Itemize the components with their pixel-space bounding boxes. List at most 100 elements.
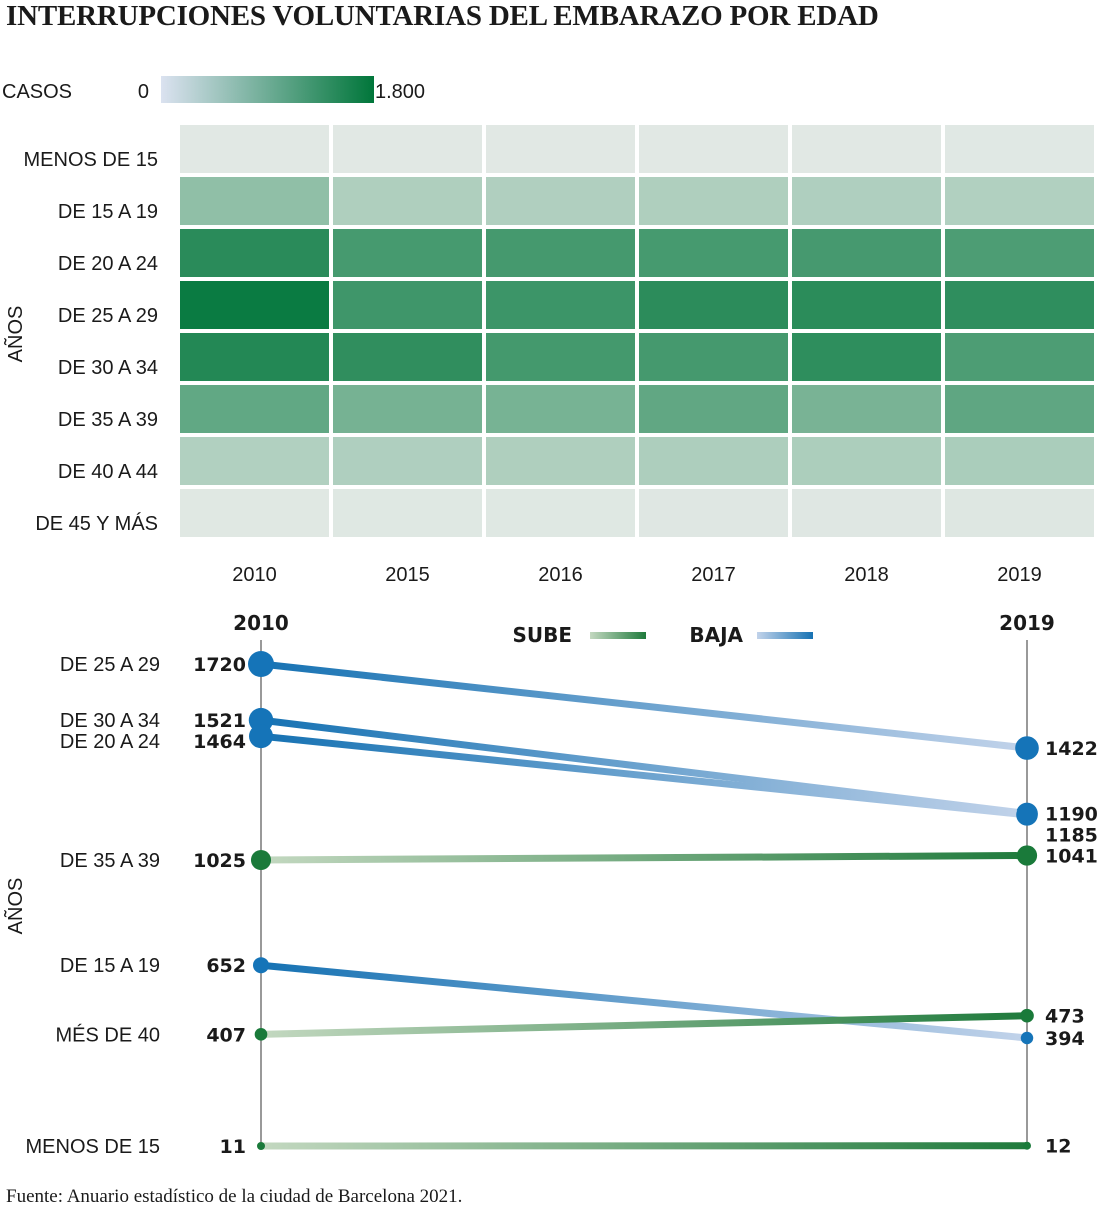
series-name-label: DE 15 A 19	[60, 955, 160, 977]
series-point-2019	[1020, 1008, 1034, 1023]
heatmap-cell: DE 30 A 34 2019: 1190	[945, 333, 1094, 381]
series-point-2010	[248, 651, 274, 677]
series-name-label: DE 30 A 34	[60, 710, 160, 732]
heatmap-cell: DE 30 A 34 2010: 1521	[180, 333, 329, 381]
heatmap-axis-label: AÑOS	[3, 306, 27, 363]
heatmap-cell: DE 35 A 39 2010: 1025	[180, 385, 329, 433]
series-line	[260, 716, 1028, 817]
value-label-2010: 407	[206, 1024, 246, 1046]
heatmap-cell: DE 20 A 24 2010: 1464	[180, 229, 329, 277]
value-label-2019: 1185	[1045, 824, 1098, 846]
series-point-2019	[1023, 1141, 1031, 1150]
series-point-2010	[257, 1142, 265, 1150]
heatmap-year-label: 2019	[997, 564, 1042, 586]
value-label-2010: 1025	[193, 850, 246, 872]
value-label-2019: 1041	[1045, 846, 1098, 868]
heatmap-cell: DE 40 A 44 2015: 405	[333, 437, 482, 485]
heatmap-row-label: DE 15 A 19	[58, 201, 158, 223]
heatmap-cell: DE 35 A 39 2019: 1041	[945, 385, 1094, 433]
heatmap-cell: DE 40 A 44 2017: 420	[639, 437, 788, 485]
value-label-2010: 11	[220, 1136, 246, 1158]
legend-up-label: SUBE	[512, 623, 572, 647]
heatmap-cell: DE 40 A 44 2018: 430	[792, 437, 941, 485]
value-label-2010: 1720	[193, 654, 246, 676]
heatmap-cell: DE 20 A 24 2019: 1185	[945, 229, 1094, 277]
value-label-2019: 12	[1045, 1136, 1071, 1158]
heatmap-cell: DE 35 A 39 2018: 840	[792, 385, 941, 433]
series-point-2010	[249, 724, 273, 749]
heatmap-cell: DE 25 A 29 2015: 1300	[333, 281, 482, 329]
heatmap-cell: MENOS DE 15 2018: 11	[792, 125, 941, 173]
heatmap-cell: DE 15 A 19 2018: 405	[792, 177, 941, 225]
legend-label: CASOS	[2, 81, 72, 103]
series-point-2019	[1020, 1031, 1034, 1045]
series-point-2010	[254, 1027, 268, 1041]
series-point-2010	[250, 849, 272, 871]
heatmap-row-label: DE 35 A 39	[58, 409, 158, 431]
value-label-2010: 652	[206, 955, 246, 977]
heatmap-cell: DE 45 Y MÁS 2019: 28	[945, 489, 1094, 537]
value-label-2019: 1422	[1045, 738, 1098, 760]
series-line	[260, 961, 1028, 1042]
series-name-label: DE 25 A 29	[60, 654, 160, 676]
series-line	[260, 852, 1028, 864]
heatmap-cell: DE 15 A 19 2015: 410	[333, 177, 482, 225]
legend-down-label: BAJA	[689, 623, 743, 647]
value-label-2010: 1521	[193, 710, 246, 732]
heatmap-cell: DE 20 A 24 2018: 1245	[792, 229, 941, 277]
x-label-2019: 2019	[999, 611, 1055, 635]
legend-min-label: 0	[138, 81, 149, 103]
series-name-label: MENOS DE 15	[26, 1136, 160, 1158]
legend-up-swatch	[590, 632, 646, 639]
heatmap-row-label: DE 45 Y MÁS	[35, 512, 158, 535]
series-line	[260, 660, 1028, 752]
heatmap-cell: DE 30 A 34 2015: 1420	[333, 333, 482, 381]
heatmap-cell: MENOS DE 15 2010: 11	[180, 125, 329, 173]
heatmap-cell: DE 40 A 44 2016: 410	[486, 437, 635, 485]
heatmap-row-label: DE 40 A 44	[58, 461, 158, 483]
heatmap-row-label: DE 30 A 34	[58, 357, 158, 379]
series-name-label: DE 35 A 39	[60, 850, 160, 872]
heatmap-year-label: 2018	[844, 564, 889, 586]
heatmap-year-label: 2016	[538, 564, 583, 586]
heatmap-cell: DE 25 A 29 2018: 1460	[792, 281, 941, 329]
heatmap-row-label: DE 20 A 24	[58, 253, 158, 275]
heatmap-cell: DE 35 A 39 2016: 850	[486, 385, 635, 433]
heatmap-cell: DE 45 Y MÁS 2015: 20	[333, 489, 482, 537]
value-label-2019: 473	[1045, 1006, 1085, 1028]
slope-chart: 2010 2019 SUBE BAJA AÑOS DE 25 A 29 1720 1422 DE…	[3, 611, 1098, 1158]
heatmap-year-label: 2015	[385, 564, 430, 586]
x-label-2010: 2010	[233, 611, 289, 635]
heatmap-cell: DE 25 A 29 2016: 1320	[486, 281, 635, 329]
heatmap-year-label: 2010	[232, 564, 277, 586]
heatmap-cell: DE 35 A 39 2015: 860	[333, 385, 482, 433]
heatmap-cell: DE 45 Y MÁS 2018: 25	[792, 489, 941, 537]
series-point-2019	[1016, 845, 1038, 866]
heatmap-cell: DE 15 A 19 2010: 652	[180, 177, 329, 225]
heatmap-year-label: 2017	[691, 564, 736, 586]
heatmap-cell: DE 20 A 24 2017: 1240	[639, 229, 788, 277]
heatmap-cell: DE 20 A 24 2016: 1250	[486, 229, 635, 277]
heatmap-cell: DE 45 Y MÁS 2010: 17	[180, 489, 329, 537]
series-point-2019	[1016, 804, 1038, 826]
heatmap-cell: DE 40 A 44 2010: 390	[180, 437, 329, 485]
heatmap-cell: DE 30 A 34 2017: 1250	[639, 333, 788, 381]
value-label-2010: 1464	[193, 731, 246, 753]
heatmap-cell: DE 25 A 29 2017: 1450	[639, 281, 788, 329]
heatmap-cell: DE 30 A 34 2018: 1430	[792, 333, 941, 381]
series-line	[260, 732, 1028, 819]
series-line	[260, 1012, 1028, 1038]
heatmap: MENOS DE 15MENOS DE 15 2010: 11MENOS DE …	[3, 125, 1094, 586]
value-label-2019: 394	[1045, 1028, 1085, 1050]
series-point-2019	[1015, 736, 1039, 760]
series-name-label: MÉS DE 40	[56, 1023, 160, 1046]
heatmap-cell: MENOS DE 15 2016: 10	[486, 125, 635, 173]
heatmap-cell: DE 15 A 19 2019: 394	[945, 177, 1094, 225]
heatmap-cell: DE 20 A 24 2015: 1240	[333, 229, 482, 277]
source-note: Fuente: Anuario estadístico de la ciudad…	[6, 1186, 463, 1207]
series-point-2010	[252, 957, 270, 974]
legend-max-label: 1.800	[375, 81, 425, 103]
heatmap-cell: DE 30 A 34 2016: 1260	[486, 333, 635, 381]
heatmap-row-label: DE 25 A 29	[58, 305, 158, 327]
heatmap-legend: CASOS 0 1.800	[2, 76, 425, 103]
